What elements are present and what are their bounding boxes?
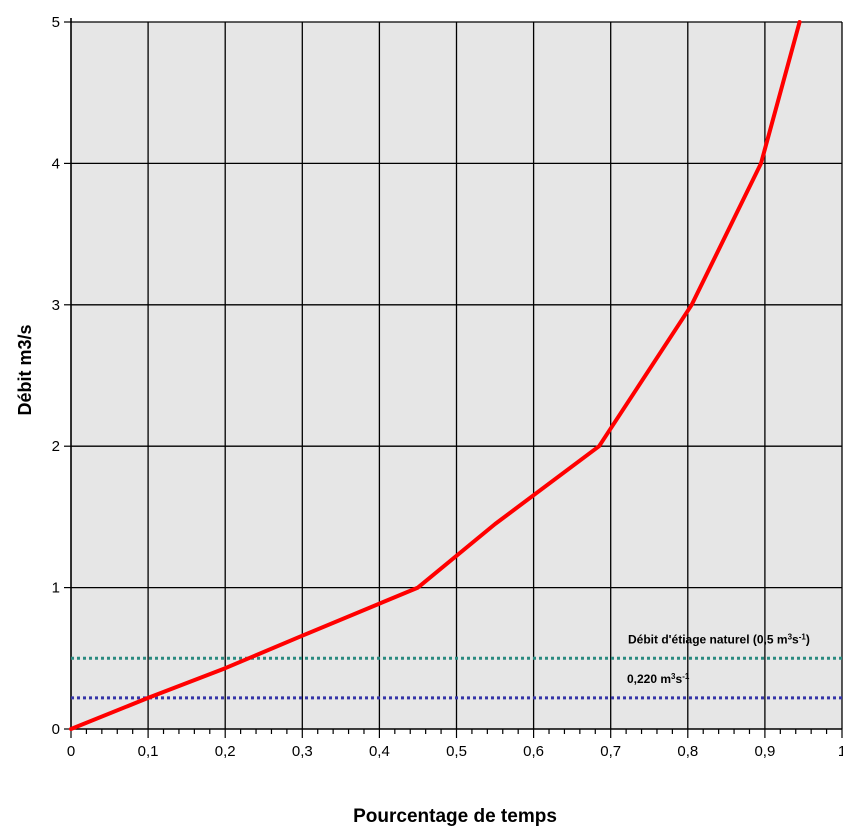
grid-lines — [71, 21, 843, 729]
reference-line-label: Débit d'étiage naturel (0,5 m3s-1) — [628, 632, 810, 647]
reference-lines: Débit d'étiage naturel (0,5 m3s-1)0,220 … — [71, 632, 842, 700]
x-tick-label: 0,2 — [215, 743, 236, 760]
label-text: s — [676, 672, 683, 686]
label-text: iage naturel (0,5 m — [682, 632, 787, 646]
x-tick-label: 0,4 — [369, 743, 390, 760]
x-tick-label: 0 — [67, 743, 75, 760]
y-tick-label: 5 — [52, 14, 60, 31]
y-tick-label: 4 — [52, 155, 60, 172]
label-superscript: -1 — [799, 632, 807, 641]
label-text: ) — [806, 632, 810, 646]
x-tick-label: 0,6 — [523, 743, 544, 760]
x-tick-label: 0,3 — [292, 743, 313, 760]
x-tick-label: 0,5 — [446, 743, 467, 760]
x-tick-label: 0,7 — [600, 743, 621, 760]
label-superscript: 3 — [671, 671, 676, 680]
x-tick-label: 1 — [838, 743, 843, 760]
x-tick-label: 0,1 — [138, 743, 159, 760]
x-tick-label: 0,8 — [677, 743, 698, 760]
data-series — [69, 20, 802, 731]
x-axis-ticks: 0 0,1 0,2 0,3 0,4 0,5 0,6 0,7 0,8 0,9 1 — [67, 729, 843, 760]
y-tick-label: 1 — [52, 580, 60, 597]
label-superscript: -1 — [682, 671, 690, 680]
y-axis-title: Débit m3/s — [15, 324, 35, 415]
label-text: Débit d'ét — [628, 632, 682, 646]
y-tick-label: 2 — [52, 438, 60, 455]
label-text: s — [792, 632, 799, 646]
label-superscript: 3 — [788, 632, 793, 641]
y-tick-label: 3 — [52, 297, 60, 314]
x-axis-title: Pourcentage de temps — [353, 806, 557, 827]
reference-line-label: 0,220 m3s-1 — [627, 671, 690, 686]
label-text: 0,220 m — [627, 672, 671, 686]
y-tick-label: 0 — [52, 721, 60, 738]
y-axis-ticks: 0 1 2 3 4 5 — [52, 14, 71, 738]
x-tick-label: 0,9 — [754, 743, 775, 760]
series-line — [69, 20, 802, 731]
